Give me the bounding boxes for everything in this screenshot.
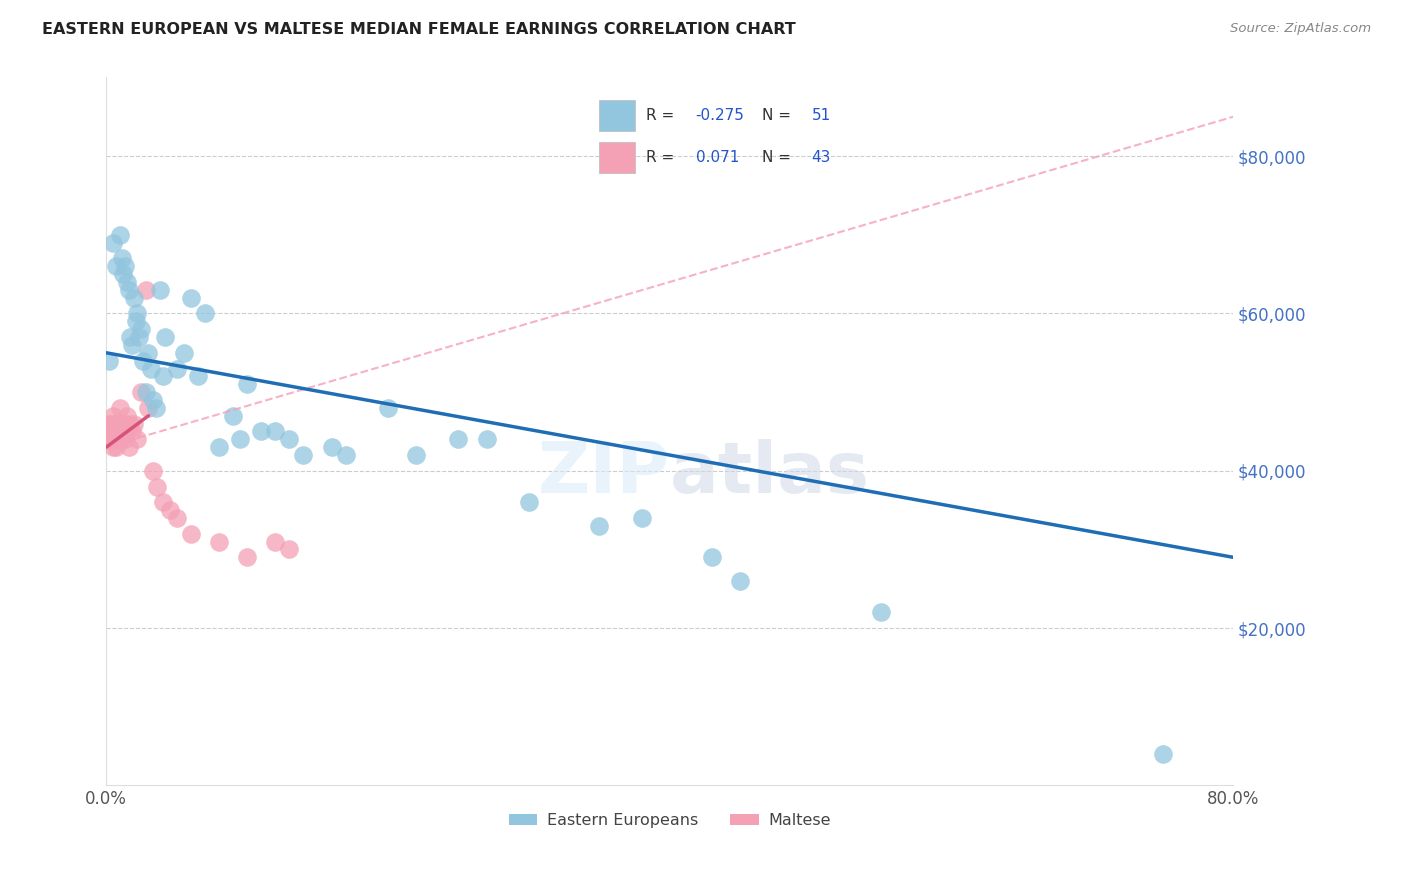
Point: [278, 432, 301, 446]
Point: [98, 432, 121, 446]
Point: [149, 283, 172, 297]
Point: [104, 417, 127, 431]
Point: [111, 425, 134, 439]
Point: [103, 235, 125, 250]
Text: Source: ZipAtlas.com: Source: ZipAtlas.com: [1230, 22, 1371, 36]
Text: atlas: atlas: [669, 440, 869, 508]
Point: [117, 409, 139, 423]
Point: [97, 425, 120, 439]
Point: [517, 495, 540, 509]
Point: [138, 345, 160, 359]
Point: [180, 291, 202, 305]
Point: [208, 534, 231, 549]
Point: [152, 495, 174, 509]
Point: [447, 432, 470, 446]
Point: [128, 330, 150, 344]
Point: [131, 322, 153, 336]
Point: [155, 330, 177, 344]
Point: [111, 417, 134, 431]
Point: [125, 314, 148, 328]
Point: [120, 417, 142, 431]
Point: [108, 417, 131, 431]
Point: [112, 267, 135, 281]
Point: [114, 259, 136, 273]
Text: EASTERN EUROPEAN VS MALTESE MEDIAN FEMALE EARNINGS CORRELATION CHART: EASTERN EUROPEAN VS MALTESE MEDIAN FEMAL…: [42, 22, 796, 37]
Point: [112, 425, 135, 439]
Point: [292, 448, 315, 462]
Point: [229, 432, 252, 446]
Point: [131, 385, 153, 400]
Point: [335, 448, 357, 462]
Point: [145, 401, 167, 415]
Point: [166, 361, 188, 376]
Point: [101, 417, 124, 431]
Point: [152, 369, 174, 384]
Point: [236, 377, 259, 392]
Point: [132, 353, 155, 368]
Legend: Eastern Europeans, Maltese: Eastern Europeans, Maltese: [502, 806, 837, 834]
Point: [124, 417, 146, 431]
Point: [108, 425, 131, 439]
Point: [173, 345, 195, 359]
Point: [110, 401, 132, 415]
Point: [135, 283, 157, 297]
Point: [98, 353, 121, 368]
Point: [105, 417, 128, 431]
Point: [187, 369, 209, 384]
Point: [105, 259, 128, 273]
Point: [1152, 747, 1174, 761]
Point: [222, 409, 245, 423]
Point: [159, 503, 181, 517]
Point: [142, 392, 165, 407]
Point: [475, 432, 498, 446]
Point: [321, 440, 343, 454]
Point: [208, 440, 231, 454]
Point: [110, 432, 132, 446]
Point: [118, 283, 141, 297]
Point: [98, 417, 121, 431]
Point: [101, 432, 124, 446]
Point: [114, 417, 136, 431]
Point: [107, 432, 129, 446]
Point: [120, 330, 142, 344]
Point: [194, 306, 217, 320]
Point: [630, 511, 652, 525]
Point: [135, 385, 157, 400]
Point: [117, 275, 139, 289]
Point: [588, 519, 610, 533]
Point: [127, 306, 149, 320]
Point: [142, 464, 165, 478]
Point: [250, 425, 273, 439]
Point: [405, 448, 427, 462]
Point: [121, 338, 143, 352]
Text: ZIP: ZIP: [537, 440, 669, 508]
Point: [166, 511, 188, 525]
Point: [105, 440, 128, 454]
Point: [110, 227, 132, 242]
Point: [127, 432, 149, 446]
Point: [111, 252, 134, 266]
Point: [141, 361, 163, 376]
Point: [180, 526, 202, 541]
Point: [118, 440, 141, 454]
Point: [377, 401, 399, 415]
Point: [870, 606, 893, 620]
Point: [728, 574, 751, 588]
Point: [264, 425, 287, 439]
Point: [115, 425, 138, 439]
Point: [278, 542, 301, 557]
Point: [100, 425, 122, 439]
Point: [104, 432, 127, 446]
Point: [107, 425, 129, 439]
Point: [700, 550, 723, 565]
Point: [114, 432, 136, 446]
Point: [103, 440, 125, 454]
Point: [264, 534, 287, 549]
Point: [146, 479, 169, 493]
Point: [121, 425, 143, 439]
Point: [236, 550, 259, 565]
Point: [103, 409, 125, 423]
Point: [138, 401, 160, 415]
Point: [124, 291, 146, 305]
